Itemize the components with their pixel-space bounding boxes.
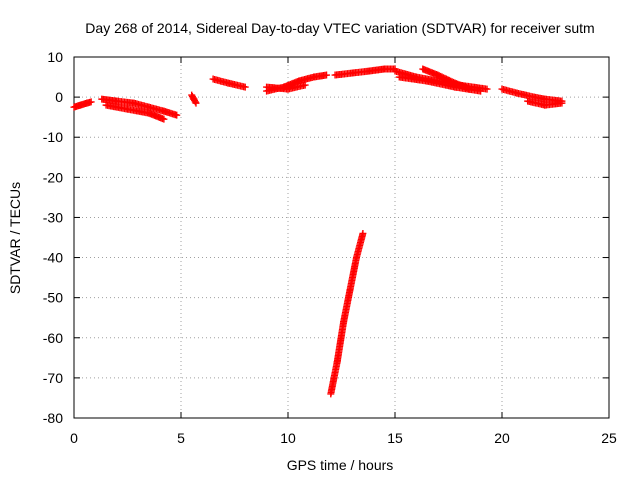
data-point xyxy=(160,115,168,123)
x-tick-label: 5 xyxy=(177,430,185,446)
data-point xyxy=(192,99,200,107)
x-tick-label: 0 xyxy=(70,430,78,446)
x-tick-labels: 0 5 10 15 20 25 xyxy=(70,430,617,446)
data-point xyxy=(558,99,566,107)
y-tick-label: -10 xyxy=(43,129,63,145)
data-point xyxy=(301,81,309,89)
y-tick-label: -70 xyxy=(43,370,63,386)
data-point xyxy=(241,83,249,91)
y-tick-label: -40 xyxy=(43,250,63,266)
data-point xyxy=(466,85,474,93)
data-point xyxy=(87,98,95,106)
y-tick-label: -20 xyxy=(43,169,63,185)
x-tick-label: 20 xyxy=(494,430,510,446)
data-point xyxy=(173,111,181,119)
x-axis-label: GPS time / hours xyxy=(287,457,394,473)
y-tick-labels: 10 0 -10 -20 -30 -40 -50 -60 -70 -80 xyxy=(43,49,63,426)
chart-title: Day 268 of 2014, Sidereal Day-to-day VTE… xyxy=(85,20,594,36)
x-tick-label: 25 xyxy=(601,430,617,446)
grid-lines xyxy=(74,57,609,418)
y-tick-label: -30 xyxy=(43,209,63,225)
plot-frame xyxy=(73,56,610,419)
data-points xyxy=(70,65,566,398)
plot-border xyxy=(73,56,610,419)
data-point xyxy=(191,98,199,106)
y-axis-label: SDTVAR / TECUs xyxy=(7,182,23,294)
y-tick-label: -80 xyxy=(43,410,63,426)
data-point xyxy=(483,85,491,93)
y-tick-label: 10 xyxy=(47,49,63,65)
y-tick-label: -60 xyxy=(43,330,63,346)
data-point xyxy=(359,229,367,237)
y-tick-label: -50 xyxy=(43,290,63,306)
tick-marks xyxy=(73,56,610,419)
data-point xyxy=(477,87,485,95)
x-tick-label: 10 xyxy=(280,430,296,446)
data-point xyxy=(323,71,331,79)
x-tick-label: 15 xyxy=(387,430,403,446)
y-tick-label: 0 xyxy=(55,89,63,105)
